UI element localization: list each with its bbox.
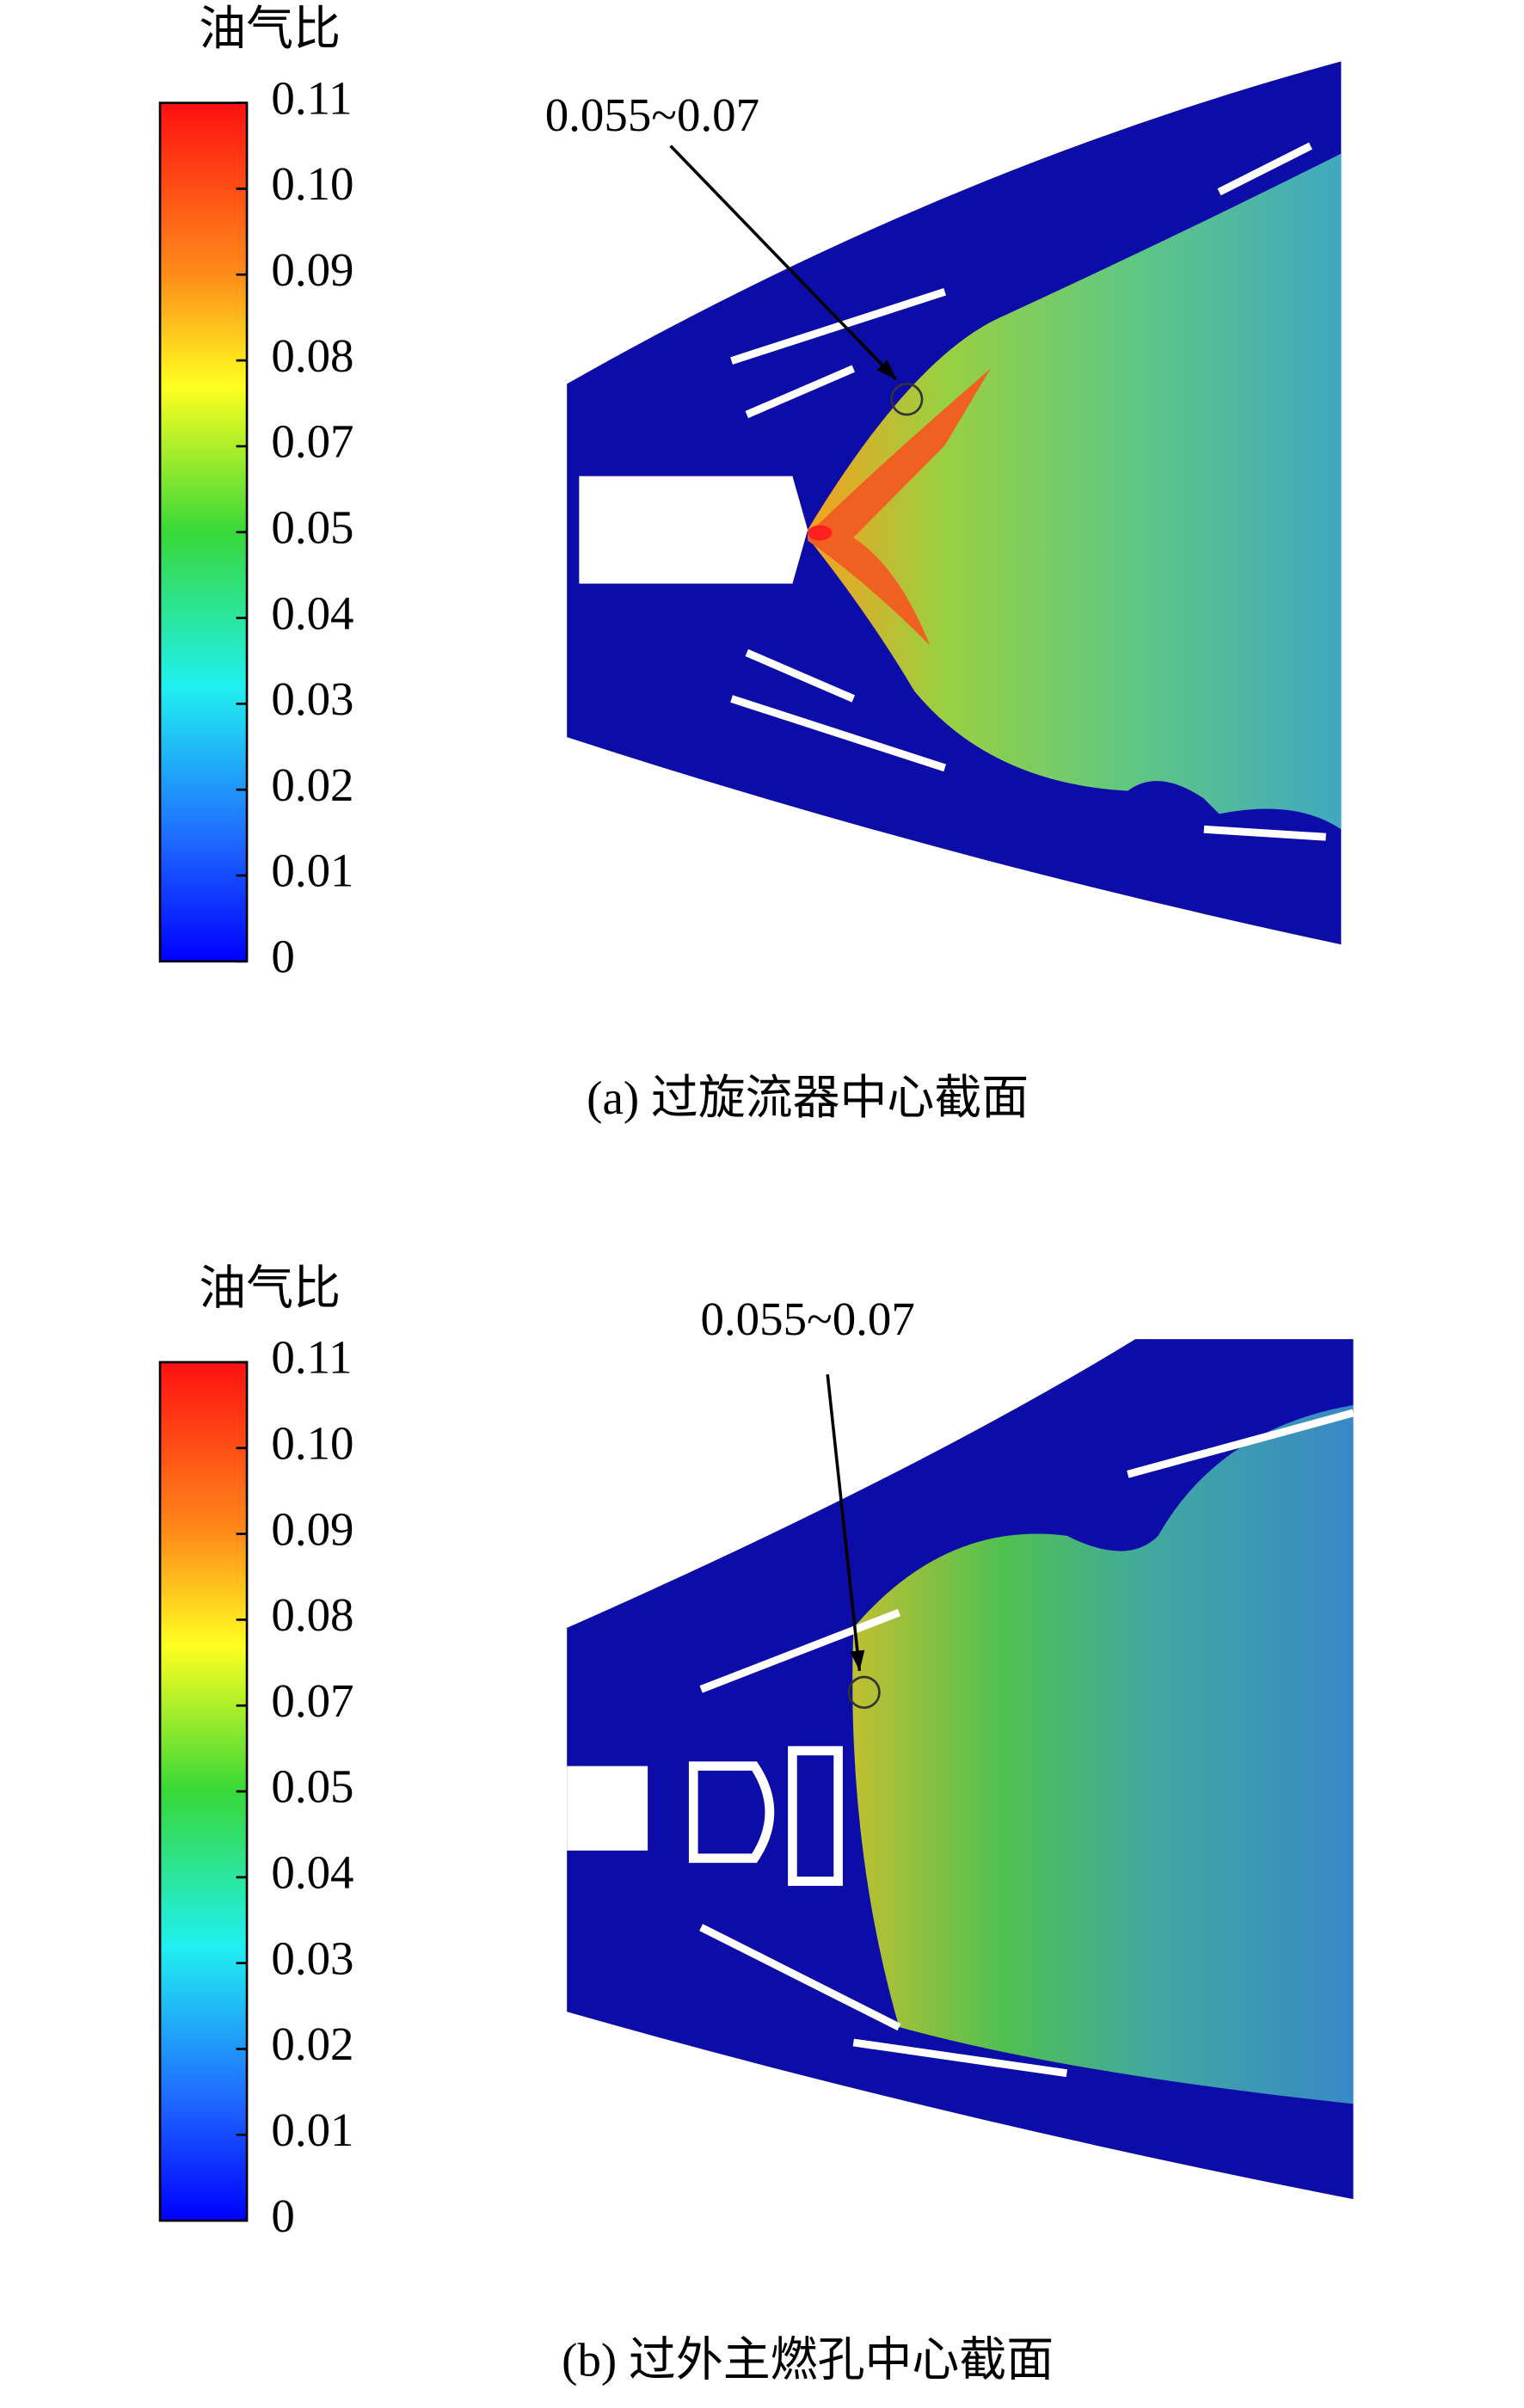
contour-field	[567, 61, 1342, 945]
highlight-circle	[890, 383, 924, 416]
colorbar-tick-label: 0.05	[271, 501, 353, 553]
fuel-plume	[808, 153, 1342, 830]
caption: (a) 过旋流器中心截面	[587, 1072, 1029, 1124]
colorbar-tick-label: 0.08	[271, 1588, 353, 1641]
liner-gap	[730, 142, 1326, 841]
caption: (b) 过外主燃孔中心截面	[562, 2334, 1054, 2386]
liner-gap	[699, 1409, 1355, 2078]
colorbar-tick-label: 0.04	[271, 587, 353, 639]
annotation-arrow	[826, 1374, 862, 1672]
colorbar-tick-label: 0.10	[271, 157, 353, 210]
colorbar-title: 油气比	[199, 3, 341, 55]
colorbar-tick-label: 0.02	[271, 759, 353, 811]
colorbar-tick-label: 0.10	[271, 1416, 353, 1469]
colorbar	[158, 1361, 249, 2222]
annotation: 0.055~0.07	[700, 1293, 914, 1345]
colorbar-tick-label: 0	[271, 930, 294, 982]
colorbar-tick-label: 0.01	[271, 2104, 353, 2156]
colorbar-title: 油气比	[199, 1262, 341, 1314]
colorbar-tick-label: 0.02	[271, 2018, 353, 2070]
colorbar-tick-label: 0.09	[271, 243, 353, 296]
fuel-plume	[852, 1404, 1354, 2104]
arrow-head	[850, 1649, 865, 1671]
colorbar-tick-label: 0.03	[271, 1932, 353, 1984]
colorbar-tick-label: 0.08	[271, 329, 353, 382]
contour-field	[567, 1339, 1355, 2200]
nozzle	[567, 1766, 648, 1851]
colorbar-tick-label: 0.09	[271, 1502, 353, 1555]
fuel-jet	[808, 368, 991, 645]
colorbar-tick-label: 0	[271, 2190, 294, 2242]
colorbar-tick-label: 0.11	[271, 1330, 352, 1383]
colorbar-tick-label: 0.01	[271, 845, 353, 897]
annotation-arrow	[669, 144, 898, 381]
swirler	[688, 1746, 843, 1886]
highlight-circle	[847, 1675, 881, 1710]
colorbar	[158, 101, 249, 963]
colorbar-tick-label: 0.04	[271, 1846, 353, 1898]
colorbar-tick-label: 0.07	[271, 415, 353, 467]
colorbar-tick-label: 0.07	[271, 1674, 353, 1727]
jet-core	[808, 525, 833, 541]
annotation: 0.055~0.07	[545, 89, 759, 141]
colorbar-tick-label: 0.11	[271, 71, 352, 124]
nozzle	[579, 476, 808, 584]
colorbar-tick-label: 0.03	[271, 673, 353, 725]
colorbar-tick-label: 0.05	[271, 1760, 353, 1813]
arrow-head	[876, 359, 896, 380]
